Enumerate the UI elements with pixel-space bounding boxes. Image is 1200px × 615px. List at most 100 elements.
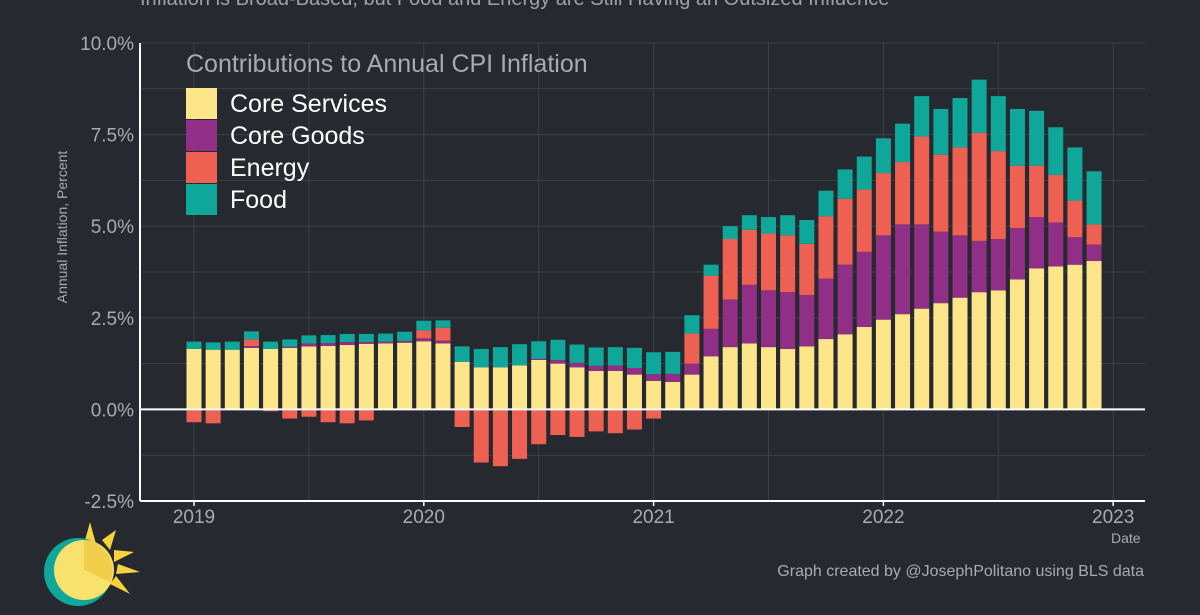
bar-energy: [1009, 165, 1025, 229]
bar-core-services: [722, 347, 738, 410]
bar-core-services: [224, 349, 240, 410]
bar-energy: [301, 409, 317, 417]
bar-food: [301, 335, 317, 344]
bar-core-services: [205, 349, 221, 410]
bar-energy: [722, 239, 738, 300]
bar-food: [971, 79, 987, 133]
bar-food: [607, 347, 623, 366]
bar-core-goods: [952, 235, 968, 298]
bar-food: [1067, 147, 1083, 201]
bar-food: [378, 333, 393, 342]
bar-core-goods: [722, 299, 738, 348]
bar-core-services: [971, 292, 987, 410]
bar-energy: [684, 333, 700, 364]
bar-core-services: [301, 346, 317, 410]
chart-svg: -2.5% 0.0% 2.5% 5.0% 7.5% 10.0% 2019 2020 2021 20…: [54, 34, 1145, 528]
bar-core-services: [837, 334, 853, 410]
x-tick-label: 2023: [1092, 507, 1134, 528]
bar-core-services: [1029, 268, 1045, 410]
bar-core-goods: [358, 341, 374, 344]
bar-food: [320, 335, 336, 344]
bar-core-goods: [895, 224, 911, 315]
bar-energy: [703, 275, 719, 329]
y-tick-label: 10.0%: [80, 34, 134, 55]
bar-core-services: [358, 343, 374, 410]
bar-core-services: [684, 374, 700, 410]
legend-layer: Contributions to Annual CPI Inflation Cor…: [186, 50, 588, 215]
bar-core-services: [1009, 279, 1025, 410]
bar-energy: [875, 173, 891, 236]
bar-energy: [1086, 224, 1102, 245]
bar-core-services: [569, 367, 585, 410]
bar-energy: [588, 409, 604, 432]
y-tick-label: 0.0%: [91, 400, 134, 421]
bar-core-services: [952, 297, 968, 410]
bar-food: [1086, 171, 1102, 225]
bar-core-goods: [665, 373, 681, 382]
bar-core-services: [473, 367, 489, 410]
bar-core-goods: [703, 328, 719, 357]
y-tick-label: 2.5%: [91, 309, 134, 330]
bar-core-services: [703, 356, 719, 410]
bar-food: [569, 344, 585, 363]
bar-energy: [531, 409, 547, 445]
page-title: Inflation is Broad-Based, but Food and E…: [140, 0, 889, 11]
bar-energy: [416, 330, 432, 339]
source-credit: Graph created by @JosephPolitano using B…: [777, 563, 1144, 580]
bar-food: [397, 331, 413, 341]
bar-core-goods: [646, 374, 662, 381]
bar-energy: [454, 409, 470, 427]
bar-core-services: [761, 347, 776, 410]
bar-core-goods: [588, 365, 604, 371]
bar-food: [1009, 108, 1025, 166]
bar-energy: [1048, 174, 1064, 223]
bar-energy: [818, 216, 834, 279]
bar-core-services: [665, 381, 681, 410]
bar-food: [703, 264, 719, 276]
legend-title: Contributions to Annual CPI Inflation: [186, 50, 588, 78]
bar-core-goods: [1048, 222, 1064, 267]
bar-energy: [971, 132, 987, 241]
bar-food: [799, 219, 815, 244]
bar-energy: [435, 327, 451, 341]
bar-energy: [320, 409, 336, 423]
legend-entry: Food: [230, 186, 287, 214]
legend-swatch: [186, 120, 217, 151]
bar-core-services: [856, 326, 872, 410]
sun-logo-icon: [30, 510, 150, 615]
bar-core-goods: [914, 224, 930, 309]
bar-energy: [205, 409, 221, 424]
bar-energy: [492, 409, 508, 467]
bar-core-services: [512, 365, 528, 410]
bar-energy: [186, 409, 202, 423]
bar-food: [512, 344, 528, 366]
bar-core-services: [397, 342, 413, 410]
bar-food: [531, 341, 547, 359]
axis-layer: -2.5% 0.0% 2.5% 5.0% 7.5% 10.0% 2019 2020 2021 20…: [54, 34, 1145, 528]
bar-food: [454, 346, 470, 362]
bar-core-goods: [780, 292, 796, 349]
bar-energy: [1029, 165, 1045, 218]
bar-energy: [761, 233, 776, 291]
bar-energy: [569, 409, 585, 437]
bar-core-goods: [607, 365, 623, 371]
bar-food: [492, 347, 508, 368]
bar-core-goods: [243, 346, 259, 348]
bar-core-goods: [378, 341, 393, 344]
bar-energy: [799, 243, 815, 296]
bar-energy: [473, 409, 489, 463]
bar-core-services: [550, 363, 566, 410]
bar-food: [205, 342, 221, 350]
bar-energy: [1067, 200, 1083, 238]
bar-core-goods: [301, 343, 317, 347]
bar-energy: [837, 198, 853, 265]
bar-core-goods: [550, 359, 566, 364]
bar-food: [875, 138, 891, 174]
bar-core-services: [435, 343, 451, 410]
bar-food: [186, 341, 202, 349]
bar-food: [473, 348, 489, 368]
bar-core-goods: [1009, 228, 1025, 280]
bar-food: [646, 352, 662, 375]
bar-core-services: [531, 359, 547, 410]
bar-energy: [933, 154, 949, 232]
